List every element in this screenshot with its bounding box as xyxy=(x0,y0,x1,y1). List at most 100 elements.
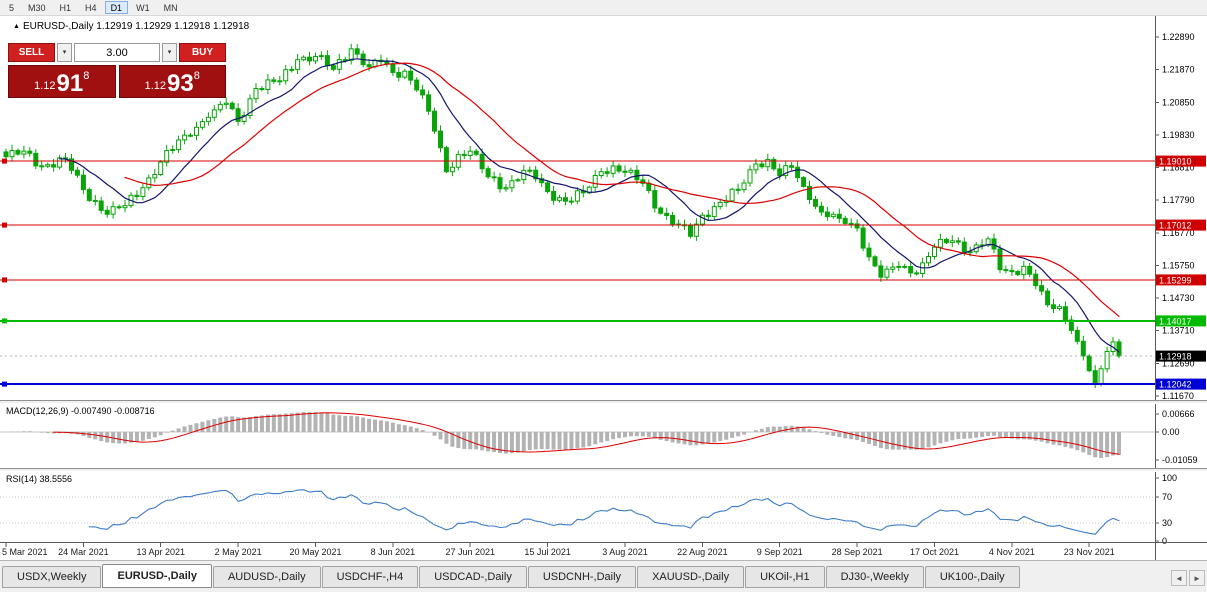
chart-tab-usdcad-daily[interactable]: USDCAD-,Daily xyxy=(419,566,527,588)
macd-indicator-label: MACD(12,26,9) -0.007490 -0.008716 xyxy=(6,406,155,416)
price-tick-label: 1.17790 xyxy=(1162,195,1195,205)
timeframe-button-5[interactable]: 5 xyxy=(3,1,20,14)
date-tick-label: 13 Apr 2021 xyxy=(136,547,185,557)
price-badge xyxy=(1156,155,1206,167)
time-axis: 5 Mar 2021 24 Mar 2021 13 Apr 2021 2 May 20… xyxy=(2,543,1115,557)
price-tick-label: 1.21870 xyxy=(1162,65,1195,75)
moving-average-lines xyxy=(59,58,1120,353)
macd-indicator xyxy=(0,412,1155,459)
timeframe-toolbar: 5 M30 H1 H4 D1 W1 MN xyxy=(0,0,1207,16)
line-handle[interactable] xyxy=(2,318,7,324)
timeframe-button-d1[interactable]: D1 xyxy=(104,1,129,14)
price-tick-label: 1.12690 xyxy=(1162,358,1195,368)
rsi-tick-label: 70 xyxy=(1162,492,1172,502)
chart-tab-eurusd-daily[interactable]: EURUSD-,Daily xyxy=(102,564,212,588)
date-tick-label: 2 May 2021 xyxy=(215,547,262,557)
timeframe-button-w1[interactable]: W1 xyxy=(130,1,156,14)
price-tick-label: 1.13710 xyxy=(1162,326,1195,336)
rsi-tick-label: 0 xyxy=(1162,536,1167,546)
panel-splitter[interactable] xyxy=(0,401,1207,403)
chart-tab-bar: USDX,Weekly EURUSD-,Daily AUDUSD-,Daily USD… xyxy=(0,560,1207,592)
price-tick-label: 1.19830 xyxy=(1162,130,1195,140)
macd-tick-label: -0.01059 xyxy=(1162,455,1198,465)
volume-input[interactable] xyxy=(74,43,160,62)
tab-scroll-controls: ◄ ► xyxy=(1171,570,1205,586)
sell-button[interactable]: SELL xyxy=(8,43,55,62)
date-tick-label: 4 Nov 2021 xyxy=(989,547,1035,557)
price-tick-label: 1.11670 xyxy=(1162,391,1194,401)
quote-text: EURUSD-,Daily 1.12919 1.12929 1.12918 1.… xyxy=(22,21,250,32)
chart-tab-usdchf-h4[interactable]: USDCHF-,H4 xyxy=(321,566,419,588)
volume-step-button[interactable]: ▾ xyxy=(162,43,177,62)
price-tick-label: 1.16770 xyxy=(1162,228,1195,238)
bid-price-display: 1.12 91 8 xyxy=(8,65,116,98)
chart-tab-usdx-weekly[interactable]: USDX,Weekly xyxy=(2,566,102,588)
date-tick-label: 8 Jun 2021 xyxy=(371,547,416,557)
svg-text:1.15299: 1.15299 xyxy=(1159,275,1192,285)
svg-text:1.19010: 1.19010 xyxy=(1159,157,1192,167)
volume-decrease-button[interactable]: ▾ xyxy=(57,43,72,62)
symbol-quote-line: ▲ EURUSD-,Daily 1.12919 1.12929 1.12918 1… xyxy=(13,21,249,32)
ask-price-pipette: 8 xyxy=(193,70,200,82)
date-tick-label: 27 Jun 2021 xyxy=(445,547,495,557)
chart-tab-usdcnh-daily[interactable]: USDCNH-,Daily xyxy=(527,566,637,588)
date-tick-label: 23 Nov 2021 xyxy=(1064,547,1115,557)
timeframe-buttons: 5 M30 H1 H4 D1 W1 MN xyxy=(0,1,185,14)
price-tick-label: 1.14730 xyxy=(1162,293,1195,303)
svg-text:1.12042: 1.12042 xyxy=(1159,380,1192,390)
price-badge xyxy=(1156,219,1206,231)
chart-tab-ukoil-h1[interactable]: UKOil-,H1 xyxy=(745,566,825,588)
ask-price-big-digits: 93 xyxy=(167,69,194,97)
timeframe-button-m30[interactable]: M30 xyxy=(22,1,52,14)
rsi-tick-label: 30 xyxy=(1162,518,1172,528)
rsi-indicator-label: RSI(14) 38.5556 xyxy=(6,474,73,484)
date-tick-label: 3 Aug 2021 xyxy=(602,547,648,557)
ask-price-display: 1.12 93 8 xyxy=(118,65,226,98)
chevron-down-icon: ▾ xyxy=(167,49,172,56)
price-tick-label: 1.22890 xyxy=(1162,32,1195,42)
buy-button[interactable]: BUY xyxy=(179,43,226,62)
macd-tick-label: 0.00666 xyxy=(1162,409,1195,419)
line-handle[interactable] xyxy=(2,381,7,387)
chevron-down-icon: ▾ xyxy=(62,49,67,56)
price-badge xyxy=(1156,350,1206,362)
timeframe-button-h1[interactable]: H1 xyxy=(54,1,78,14)
svg-text:1.17012: 1.17012 xyxy=(1159,221,1192,231)
price-badge xyxy=(1156,315,1206,327)
line-handle[interactable] xyxy=(2,277,7,283)
line-handle[interactable] xyxy=(2,158,7,164)
tab-scroll-left-button[interactable]: ◄ xyxy=(1171,570,1187,586)
price-tick-label: 1.20850 xyxy=(1162,97,1195,107)
price-badges: 1.19010 1.17012 1.15299 1.14017 1.12918 1.120… xyxy=(1156,155,1206,390)
chart-tab-uk100-daily[interactable]: UK100-,Daily xyxy=(924,566,1020,588)
rsi-indicator xyxy=(0,489,1155,535)
bid-price-pipette: 8 xyxy=(83,70,90,82)
bid-price-prefix: 1.12 xyxy=(34,80,56,92)
chart-tab-dj30-weekly[interactable]: DJ30-,Weekly xyxy=(825,566,924,588)
timeframe-button-mn[interactable]: MN xyxy=(158,1,184,14)
date-tick-label: 5 Mar 2021 xyxy=(2,547,48,557)
ask-price-prefix: 1.12 xyxy=(144,80,167,92)
svg-text:1.14017: 1.14017 xyxy=(1159,316,1192,326)
chart-area[interactable]: 1.22890 1.21870 1.20850 1.19830 1.18810 1.177… xyxy=(0,16,1207,560)
price-tick-label: 1.18810 xyxy=(1162,163,1195,173)
date-tick-label: 24 Mar 2021 xyxy=(58,547,109,557)
date-tick-label: 9 Sep 2021 xyxy=(757,547,803,557)
date-tick-label: 15 Jul 2021 xyxy=(524,547,571,557)
date-tick-label: 28 Sep 2021 xyxy=(832,547,883,557)
price-badge xyxy=(1156,274,1206,286)
price-tick-label: 1.15750 xyxy=(1162,260,1195,270)
tab-scroll-right-button[interactable]: ► xyxy=(1189,570,1205,586)
date-tick-label: 22 Aug 2021 xyxy=(677,547,728,557)
line-handle[interactable] xyxy=(2,222,7,228)
chart-tab-audusd-daily[interactable]: AUDUSD-,Daily xyxy=(212,566,321,588)
one-click-trade-panel: SELL ▾ ▾ BUY 1.12 91 8 1.12 93 8 xyxy=(8,43,226,98)
macd-tick-label: 0.00 xyxy=(1162,427,1180,437)
symbol-marker-icon: ▲ xyxy=(13,23,20,30)
chart-tab-xauusd-daily[interactable]: XAUUSD-,Daily xyxy=(637,566,745,588)
timeframe-button-h4[interactable]: H4 xyxy=(79,1,103,14)
svg-text:1.12918: 1.12918 xyxy=(1159,352,1192,362)
panel-splitter[interactable] xyxy=(0,469,1207,471)
chart-tabs: USDX,Weekly EURUSD-,Daily AUDUSD-,Daily USD… xyxy=(2,564,1021,588)
